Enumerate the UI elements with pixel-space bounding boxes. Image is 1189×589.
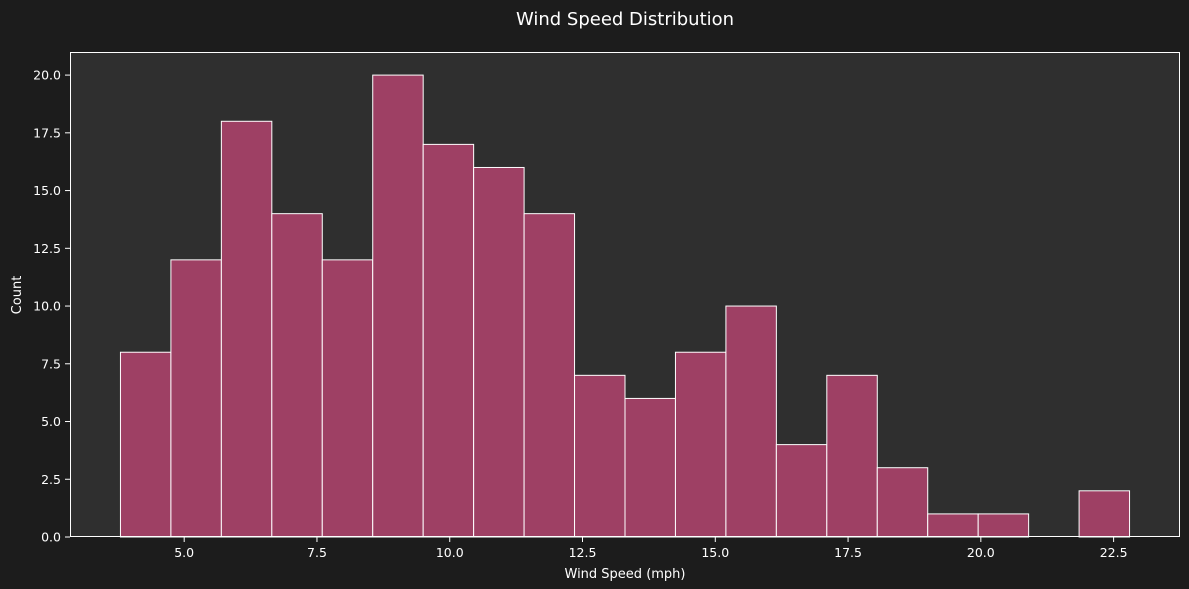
histogram-bar (321, 259, 374, 538)
y-axis-ticks: 0.0 2.5 5.0 7.5 10.0 12.5 15.0 17.5 20.0 (33, 68, 70, 545)
x-tick-label: 22.5 (1100, 545, 1128, 560)
x-tick-label: 7.5 (307, 545, 327, 560)
x-axis-label: Wind Speed (mph) (565, 567, 686, 582)
y-tick-label: 2.5 (41, 472, 61, 487)
y-tick-label: 5.0 (41, 414, 61, 429)
y-tick-label: 7.5 (41, 356, 61, 371)
histogram-bar (523, 213, 576, 538)
plot-frame (70, 52, 1180, 537)
histogram-bar (1078, 490, 1131, 538)
y-tick-label: 0.0 (41, 530, 61, 545)
y-tick-label: 20.0 (33, 68, 61, 83)
x-tick-label: 12.5 (569, 545, 597, 560)
histogram-bar (372, 74, 424, 538)
y-tick-label: 17.5 (33, 125, 61, 140)
x-tick-label: 5.0 (174, 545, 194, 560)
histogram-bar (574, 374, 626, 538)
y-tick-label: 10.0 (33, 299, 61, 314)
histogram-bar (977, 513, 1030, 538)
y-tick-label: 15.0 (33, 183, 61, 198)
chart-title: Wind Speed Distribution (516, 9, 734, 30)
histogram-bar (422, 143, 475, 538)
histogram-bar (271, 213, 323, 538)
x-axis-ticks: 5.0 7.5 10.0 12.5 15.0 17.5 20.0 22.5 (174, 537, 1128, 560)
y-tick-label: 12.5 (33, 241, 61, 256)
histogram-bar (119, 351, 172, 538)
bars-group (119, 74, 1131, 538)
histogram-bar (826, 374, 878, 538)
histogram-bar (473, 166, 525, 538)
y-axis-label: Count (10, 276, 25, 315)
histogram-bar (775, 444, 828, 538)
x-tick-label: 15.0 (701, 545, 729, 560)
histogram-bar (876, 467, 929, 538)
histogram-bar (170, 259, 222, 538)
x-tick-label: 20.0 (967, 545, 995, 560)
x-tick-label: 17.5 (834, 545, 862, 560)
histogram-bar (220, 120, 273, 538)
x-tick-label: 10.0 (436, 545, 464, 560)
histogram-bar (624, 397, 676, 538)
histogram-bar (927, 513, 979, 538)
histogram-bar (725, 305, 777, 538)
histogram-bar (674, 351, 727, 538)
